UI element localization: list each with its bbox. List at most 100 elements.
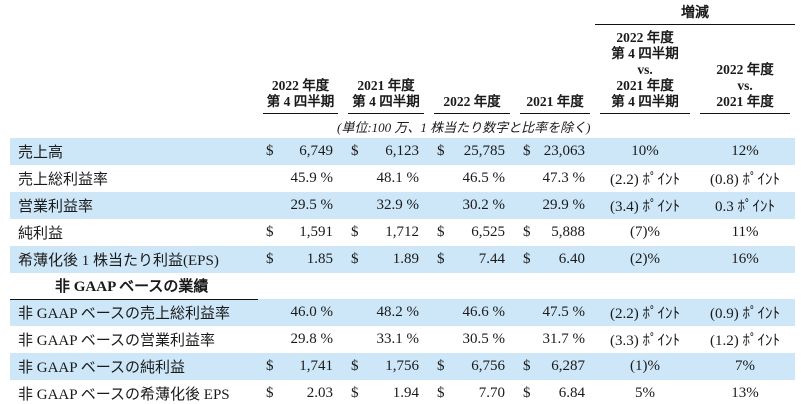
cell-value: 48.2 % [376, 304, 420, 320]
cell-value: 29.8 % [290, 331, 334, 347]
change-fy-cell: 7% [695, 353, 796, 380]
column-header-fy-2021: 2021 年度 [515, 24, 595, 114]
non-gaap-section-row: 非 GAAP ベースの業績 [10, 273, 795, 300]
change-q4-cell: (2.2) ﾎﾟｲﾝﾄ [595, 299, 696, 326]
currency-sign: $ [523, 224, 531, 240]
change-q4-cell: 10% [595, 138, 696, 165]
cell-value: 6.84 [558, 385, 586, 401]
column-header-change-fy: 2022 年度 vs. 2021 年度 [695, 24, 795, 114]
row-label: 非 GAAP ベースの営業利益率 [18, 333, 216, 349]
table-row-operating-margin: 営業利益率 29.5 % 32.9 % 30.2 % 29.9 % (3.4) … [10, 192, 796, 219]
currency-sign: $ [351, 251, 359, 267]
cell-value: 47.3 % [542, 170, 586, 186]
cell-value: 7.44 [478, 251, 505, 267]
change-fy-cell: 12% [695, 138, 796, 165]
column-header-line: 第 4 四半期 [611, 94, 679, 109]
cell-value: 1,591 [299, 224, 333, 240]
currency-sign: $ [266, 358, 274, 374]
row-label: 希薄化後 1 株当たり利益(EPS) [10, 246, 258, 273]
cell-value: 32.9 % [376, 197, 420, 213]
spacer-cell [10, 0, 595, 24]
currency-sign: $ [351, 358, 359, 374]
cell-value: 46.5 % [462, 170, 506, 186]
cell-value: 6,749 [299, 143, 333, 159]
currency-sign: $ [351, 143, 359, 159]
cell-value: 47.5 % [542, 304, 586, 320]
column-header-line: 2022 年度 [271, 78, 330, 93]
cell-value: 46.0 % [290, 304, 334, 320]
table-row-non-gaap-gross-margin: 非 GAAP ベースの売上総利益率 46.0 % 48.2 % 46.6 % 4… [10, 299, 796, 326]
cell-value: 30.2 % [462, 197, 506, 213]
change-fy-cell: (0.8) ﾎﾟｲﾝﾄ [710, 172, 781, 188]
change-fy-cell: 11% [731, 224, 759, 240]
column-header-line: 2021 年度 [526, 94, 584, 109]
cell-value: 30.5 % [462, 331, 506, 347]
change-fy-cell: (0.9) ﾎﾟｲﾝﾄ [695, 299, 796, 326]
column-header-line: 第 4 四半期 [266, 94, 335, 109]
spacer-cell [258, 273, 795, 299]
column-header-line: 2022 年度 [443, 94, 501, 109]
cell-value: 5,888 [551, 224, 586, 240]
column-header-line: 第 4 四半期 [352, 94, 420, 109]
financial-results-table: 増減 2022 年度 第 4 四半期 2021 年度 第 4 四半期 2022 … [10, 0, 796, 404]
row-label: 売上高 [10, 138, 258, 165]
cell-value: 7.70 [478, 385, 505, 401]
change-q4-cell: 5% [635, 385, 656, 401]
row-label: 純利益 [18, 226, 64, 242]
column-header-line: 2021 年度 [616, 78, 674, 93]
column-header-q4-2021: 2021 年度 第 4 四半期 [343, 24, 429, 114]
cell-value: 25,785 [463, 143, 505, 159]
currency-sign: $ [266, 224, 274, 240]
table-row-non-gaap-diluted-eps: 非 GAAP ベースの希薄化後 EPS $2.03 $1.94 $7.70 $6… [10, 380, 795, 404]
cell-value: 6.40 [558, 251, 586, 267]
cell-value: 6,287 [551, 358, 586, 374]
currency-sign: $ [351, 385, 359, 401]
column-header-fy-2022: 2022 年度 [429, 24, 515, 114]
currency-sign: $ [351, 224, 359, 240]
currency-sign: $ [437, 385, 445, 401]
change-q4-cell: (2)% [595, 246, 696, 273]
column-header-q4-2022: 2022 年度 第 4 四半期 [258, 24, 343, 114]
change-fy-cell: 0.3 ﾎﾟｲﾝﾄ [695, 192, 796, 219]
currency-sign: $ [523, 251, 531, 267]
cell-value: 46.6 % [462, 304, 506, 320]
change-group-row: 増減 [10, 0, 796, 25]
change-q4-cell: (1)% [595, 353, 696, 380]
table-row-net-income: 純利益 $1,591 $1,712 $6,525 $5,888 (7)% 11% [10, 219, 795, 246]
cell-value: 23,063 [543, 143, 586, 159]
column-header-line: 2022 年度 [616, 30, 674, 45]
table-row-gross-margin: 売上総利益率 45.9 % 48.1 % 46.5 % 47.3 % (2.2)… [10, 165, 795, 192]
currency-sign: $ [437, 143, 445, 159]
cell-value: 6,525 [471, 224, 505, 240]
cell-value: 45.9 % [290, 170, 334, 186]
table-row-non-gaap-operating-margin: 非 GAAP ベースの営業利益率 29.8 % 33.1 % 30.5 % 31… [10, 326, 795, 353]
cell-value: 1.85 [306, 251, 333, 267]
change-fy-cell: 13% [731, 385, 759, 401]
column-header-line: 2021 年度 [357, 78, 415, 93]
column-header-line: vs. [737, 78, 753, 93]
cell-value: 48.1 % [376, 170, 420, 186]
column-header-change-q4: 2022 年度 第 4 四半期 vs. 2021 年度 第 4 四半期 [595, 24, 695, 114]
cell-value: 33.1 % [376, 331, 420, 347]
change-q4-cell: (3.3) ﾎﾟｲﾝﾄ [610, 333, 681, 349]
cell-value: 29.5 % [290, 197, 334, 213]
cell-value: 6,756 [471, 358, 505, 374]
unit-note: (単位:100 万、1 株当たり数字と比率を除く) [337, 119, 591, 135]
cell-value: 6,123 [385, 143, 419, 159]
currency-sign: $ [437, 251, 445, 267]
cell-value: 1,756 [385, 358, 419, 374]
cell-value: 1.89 [392, 251, 419, 267]
column-header-line: 第 4 四半期 [611, 46, 679, 61]
row-label: 売上総利益率 [18, 172, 109, 188]
currency-sign: $ [266, 385, 274, 401]
row-label: 非 GAAP ベースの純利益 [10, 353, 258, 380]
row-label: 営業利益率 [10, 192, 258, 219]
currency-sign: $ [266, 251, 274, 267]
currency-sign: $ [437, 224, 445, 240]
currency-sign: $ [437, 358, 445, 374]
change-group-label: 増減 [595, 0, 796, 25]
column-header-row: 2022 年度 第 4 四半期 2021 年度 第 4 四半期 2022 年度 … [10, 24, 795, 114]
change-fy-cell: 16% [695, 246, 796, 273]
column-header-line: vs. [637, 62, 653, 77]
spacer-cell [10, 24, 258, 114]
